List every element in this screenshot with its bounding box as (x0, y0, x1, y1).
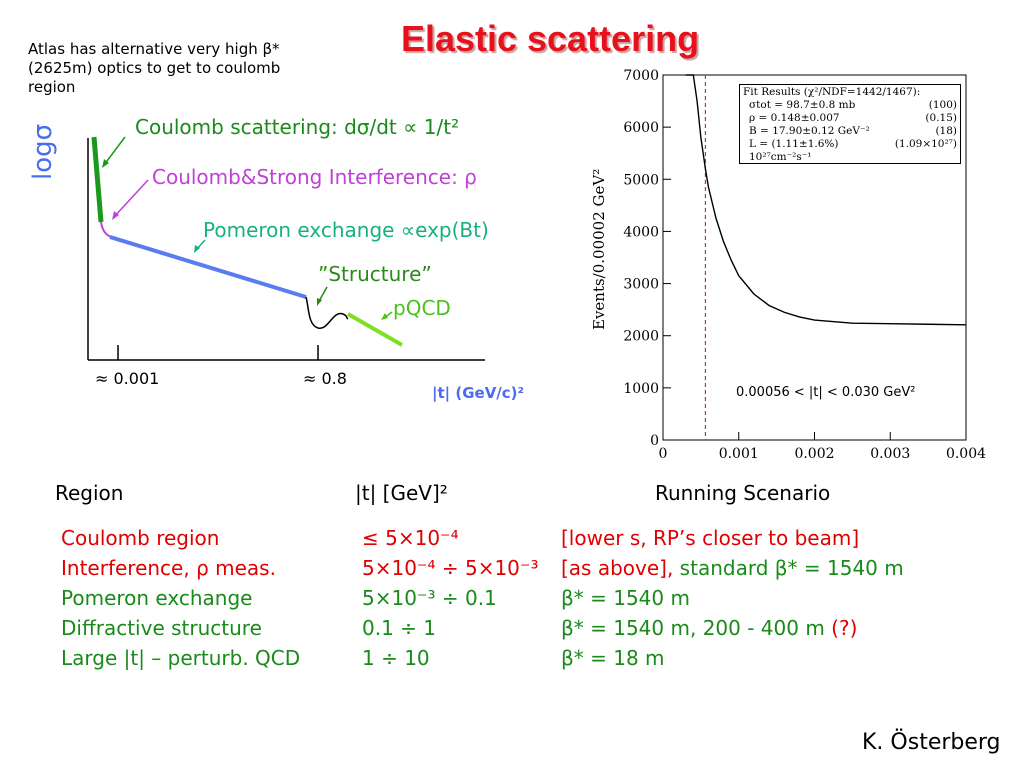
fit-ref: (0.15) (925, 112, 957, 124)
y-tick-label: 0 (650, 433, 659, 449)
y-tick-label: 4000 (623, 224, 659, 240)
atlas-note: Atlas has alternative very high β* (2625… (28, 40, 281, 96)
t-cell: ≤ 5×10⁻⁴ (362, 526, 459, 550)
fit-param: ρ = 0.148±0.007 (749, 112, 840, 124)
t-cell: 5×10⁻³ ÷ 0.1 (362, 586, 497, 610)
fit-param: σtot = 98.7±0.8 mb (749, 99, 856, 111)
running-cell-part: (?) (831, 616, 858, 640)
running-cell-part: [as above], (561, 556, 674, 580)
fit-ref: (18) (935, 125, 957, 137)
header-t: |t| [GeV]² (355, 481, 448, 505)
t-cell: 1 ÷ 10 (362, 646, 430, 670)
y-tick-label: 2000 (623, 329, 659, 345)
label-pomeron: Pomeron exchange ∝exp(Bt) (203, 218, 489, 242)
interference-arrow (113, 179, 149, 218)
y-tick-label: 7000 (623, 68, 659, 84)
x-tick-label: 0.001 (719, 446, 759, 462)
running-cell-part: β* = 1540 m, 200 - 400 m (561, 616, 832, 640)
running-cell: β* = 1540 m (561, 586, 690, 610)
label-coulomb: Coulomb scattering: dσ/dt ∝ 1/t² (135, 115, 460, 139)
fit-param: B = 17.90±0.12 GeV⁻² (749, 125, 870, 137)
region-cell: Large |t| – perturb. QCD (61, 646, 301, 670)
region-cell: Coulomb region (61, 526, 220, 550)
y-tick-label: 1000 (623, 381, 659, 397)
fit-param: L = (1.11±1.6%) 10²⁷cm⁻²s⁻¹ (749, 138, 839, 163)
fit-row: ρ = 0.148±0.007 (0.15) (743, 112, 957, 125)
header-running: Running Scenario (655, 481, 831, 505)
x-tick-label: 0.002 (794, 446, 834, 462)
schematic-x-label: |t| (GeV/c)² (432, 384, 525, 402)
data-curve (685, 74, 967, 326)
t-column: ≤ 5×10⁻⁴ 5×10⁻⁴ ÷ 5×10⁻³ 5×10⁻³ ÷ 0.1 0.… (362, 523, 538, 673)
t-cell: 5×10⁻⁴ ÷ 5×10⁻³ (362, 556, 539, 580)
fit-ref: (1.09×10²⁷) (894, 138, 957, 150)
x-tick-label: 0 (659, 446, 668, 462)
pomeron-segment (109, 235, 307, 299)
header-region: Region (55, 481, 124, 505)
fit-row: B = 17.90±0.12 GeV⁻² (18) (743, 125, 957, 138)
fit-results-box: Fit Results (χ²/NDF=1442/1467): σtot = 9… (739, 84, 961, 164)
region-cell: Interference, ρ meas. (61, 556, 276, 580)
running-cell-part: standard β* = 1540 m (673, 556, 904, 580)
label-interference: Coulomb&Strong Interference: ρ (152, 165, 477, 189)
running-cell: [lower s, RP’s closer to beam] (561, 526, 860, 550)
x-tick-label: 0.004 (946, 446, 986, 462)
y-tick-label: 6000 (623, 120, 659, 136)
tick-label-2: ≈ 0.8 (303, 369, 347, 388)
schematic-diagram (87, 136, 485, 361)
pqcd-segment (347, 312, 403, 347)
running-column: [lower s, RP’s closer to beam] [as above… (561, 523, 904, 673)
running-cell: [as above], standard β* = 1540 m (561, 553, 904, 583)
schematic-y-label: logσ (28, 123, 58, 180)
y-tick-label: 3000 (623, 277, 659, 293)
fit-range-text: 0.00056 < |t| < 0.030 GeV² (736, 385, 916, 400)
fit-row: σtot = 98.7±0.8 mb (100) (743, 99, 957, 112)
label-structure: ”Structure” (318, 262, 432, 286)
t-cell: 0.1 ÷ 1 (362, 616, 437, 640)
coulomb-arrow (103, 136, 126, 166)
interference-segment (100, 221, 113, 238)
fit-header: Fit Results (χ²/NDF=1442/1467): (743, 86, 921, 98)
histogram-frame (662, 74, 967, 441)
label-pqcd: pQCD (393, 296, 451, 320)
running-cell: β* = 18 m (561, 646, 665, 670)
fit-row: L = (1.11±1.6%) 10²⁷cm⁻²s⁻¹ (1.09×10²⁷) (743, 138, 957, 164)
tick-label-1: ≈ 0.001 (95, 369, 160, 388)
region-cell: Diffractive structure (61, 616, 262, 640)
fit-ref: (100) (928, 99, 957, 111)
structure-curve (305, 296, 349, 329)
x-tick-label: 0.003 (870, 446, 910, 462)
author-name: K. Österberg (862, 730, 1001, 755)
coulomb-segment (91, 136, 104, 223)
histogram-y-label: Events/0.00002 GeV² (590, 168, 608, 330)
histogram-chart: 0 1000 2000 3000 4000 5000 6000 7000 0 0.001 0.002… (623, 68, 986, 462)
region-column: Coulomb region Interference, ρ meas. Pom… (61, 523, 300, 673)
slide-title: Elastic scattering (400, 18, 700, 59)
region-cell: Pomeron exchange (61, 586, 253, 610)
running-cell: β* = 1540 m, 200 - 400 m (?) (561, 613, 904, 643)
y-tick-label: 5000 (623, 172, 659, 188)
